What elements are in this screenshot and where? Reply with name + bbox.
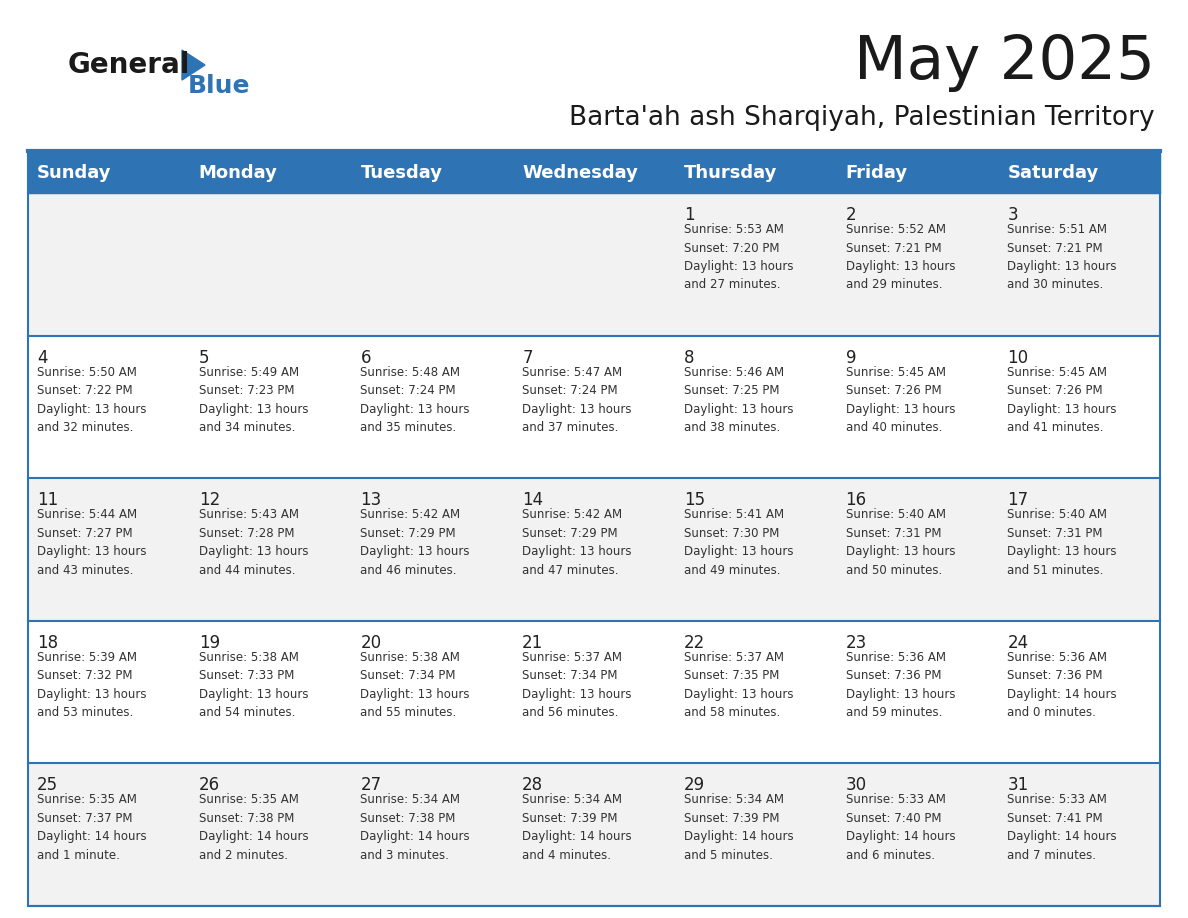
Text: Sunrise: 5:34 AM
Sunset: 7:39 PM
Daylight: 14 hours
and 4 minutes.: Sunrise: 5:34 AM Sunset: 7:39 PM Dayligh… bbox=[523, 793, 632, 862]
Text: Sunrise: 5:35 AM
Sunset: 7:38 PM
Daylight: 14 hours
and 2 minutes.: Sunrise: 5:35 AM Sunset: 7:38 PM Dayligh… bbox=[198, 793, 309, 862]
Text: Sunrise: 5:33 AM
Sunset: 7:40 PM
Daylight: 14 hours
and 6 minutes.: Sunrise: 5:33 AM Sunset: 7:40 PM Dayligh… bbox=[846, 793, 955, 862]
Polygon shape bbox=[182, 50, 206, 80]
Text: Sunrise: 5:45 AM
Sunset: 7:26 PM
Daylight: 13 hours
and 40 minutes.: Sunrise: 5:45 AM Sunset: 7:26 PM Dayligh… bbox=[846, 365, 955, 434]
Bar bbox=[29, 193, 1159, 336]
Text: 28: 28 bbox=[523, 777, 543, 794]
Text: Sunrise: 5:38 AM
Sunset: 7:34 PM
Daylight: 13 hours
and 55 minutes.: Sunrise: 5:38 AM Sunset: 7:34 PM Dayligh… bbox=[360, 651, 470, 720]
Text: Sunrise: 5:37 AM
Sunset: 7:34 PM
Daylight: 13 hours
and 56 minutes.: Sunrise: 5:37 AM Sunset: 7:34 PM Dayligh… bbox=[523, 651, 632, 720]
Text: 2: 2 bbox=[846, 206, 857, 224]
Text: 12: 12 bbox=[198, 491, 220, 509]
Text: 23: 23 bbox=[846, 633, 867, 652]
Text: Sunrise: 5:42 AM
Sunset: 7:29 PM
Daylight: 13 hours
and 47 minutes.: Sunrise: 5:42 AM Sunset: 7:29 PM Dayligh… bbox=[523, 509, 632, 577]
Text: Sunrise: 5:49 AM
Sunset: 7:23 PM
Daylight: 13 hours
and 34 minutes.: Sunrise: 5:49 AM Sunset: 7:23 PM Dayligh… bbox=[198, 365, 308, 434]
Text: Monday: Monday bbox=[198, 164, 278, 182]
Bar bbox=[29, 153, 1159, 193]
Text: Sunrise: 5:38 AM
Sunset: 7:33 PM
Daylight: 13 hours
and 54 minutes.: Sunrise: 5:38 AM Sunset: 7:33 PM Dayligh… bbox=[198, 651, 308, 720]
Text: 17: 17 bbox=[1007, 491, 1029, 509]
Text: 13: 13 bbox=[360, 491, 381, 509]
Text: 7: 7 bbox=[523, 349, 532, 366]
Text: 25: 25 bbox=[37, 777, 58, 794]
Text: 29: 29 bbox=[684, 777, 704, 794]
Text: 5: 5 bbox=[198, 349, 209, 366]
Bar bbox=[29, 478, 1159, 621]
Text: General: General bbox=[68, 51, 190, 79]
Text: Sunrise: 5:36 AM
Sunset: 7:36 PM
Daylight: 13 hours
and 59 minutes.: Sunrise: 5:36 AM Sunset: 7:36 PM Dayligh… bbox=[846, 651, 955, 720]
Text: 22: 22 bbox=[684, 633, 706, 652]
Text: 15: 15 bbox=[684, 491, 704, 509]
Text: Sunrise: 5:44 AM
Sunset: 7:27 PM
Daylight: 13 hours
and 43 minutes.: Sunrise: 5:44 AM Sunset: 7:27 PM Dayligh… bbox=[37, 509, 146, 577]
Text: Sunrise: 5:34 AM
Sunset: 7:38 PM
Daylight: 14 hours
and 3 minutes.: Sunrise: 5:34 AM Sunset: 7:38 PM Dayligh… bbox=[360, 793, 470, 862]
Text: Sunrise: 5:41 AM
Sunset: 7:30 PM
Daylight: 13 hours
and 49 minutes.: Sunrise: 5:41 AM Sunset: 7:30 PM Dayligh… bbox=[684, 509, 794, 577]
Text: 27: 27 bbox=[360, 777, 381, 794]
Text: 24: 24 bbox=[1007, 633, 1029, 652]
Text: Wednesday: Wednesday bbox=[523, 164, 638, 182]
Text: 6: 6 bbox=[360, 349, 371, 366]
Text: Sunrise: 5:45 AM
Sunset: 7:26 PM
Daylight: 13 hours
and 41 minutes.: Sunrise: 5:45 AM Sunset: 7:26 PM Dayligh… bbox=[1007, 365, 1117, 434]
Bar bbox=[29, 153, 1159, 906]
Bar bbox=[29, 764, 1159, 906]
Text: Sunday: Sunday bbox=[37, 164, 112, 182]
Text: 16: 16 bbox=[846, 491, 867, 509]
Text: Tuesday: Tuesday bbox=[360, 164, 442, 182]
Text: 18: 18 bbox=[37, 633, 58, 652]
Text: 31: 31 bbox=[1007, 777, 1029, 794]
Text: May 2025: May 2025 bbox=[854, 33, 1155, 93]
Text: Sunrise: 5:36 AM
Sunset: 7:36 PM
Daylight: 14 hours
and 0 minutes.: Sunrise: 5:36 AM Sunset: 7:36 PM Dayligh… bbox=[1007, 651, 1117, 720]
Text: Sunrise: 5:51 AM
Sunset: 7:21 PM
Daylight: 13 hours
and 30 minutes.: Sunrise: 5:51 AM Sunset: 7:21 PM Dayligh… bbox=[1007, 223, 1117, 292]
Text: Thursday: Thursday bbox=[684, 164, 777, 182]
Text: Saturday: Saturday bbox=[1007, 164, 1099, 182]
Text: 19: 19 bbox=[198, 633, 220, 652]
Text: 30: 30 bbox=[846, 777, 867, 794]
Text: 4: 4 bbox=[37, 349, 48, 366]
Text: Sunrise: 5:53 AM
Sunset: 7:20 PM
Daylight: 13 hours
and 27 minutes.: Sunrise: 5:53 AM Sunset: 7:20 PM Dayligh… bbox=[684, 223, 794, 292]
Text: Sunrise: 5:39 AM
Sunset: 7:32 PM
Daylight: 13 hours
and 53 minutes.: Sunrise: 5:39 AM Sunset: 7:32 PM Dayligh… bbox=[37, 651, 146, 720]
Text: 8: 8 bbox=[684, 349, 694, 366]
Text: 14: 14 bbox=[523, 491, 543, 509]
Text: 3: 3 bbox=[1007, 206, 1018, 224]
Text: Friday: Friday bbox=[846, 164, 908, 182]
Text: 26: 26 bbox=[198, 777, 220, 794]
Text: Sunrise: 5:40 AM
Sunset: 7:31 PM
Daylight: 13 hours
and 50 minutes.: Sunrise: 5:40 AM Sunset: 7:31 PM Dayligh… bbox=[846, 509, 955, 577]
Text: Sunrise: 5:37 AM
Sunset: 7:35 PM
Daylight: 13 hours
and 58 minutes.: Sunrise: 5:37 AM Sunset: 7:35 PM Dayligh… bbox=[684, 651, 794, 720]
Text: Sunrise: 5:34 AM
Sunset: 7:39 PM
Daylight: 14 hours
and 5 minutes.: Sunrise: 5:34 AM Sunset: 7:39 PM Dayligh… bbox=[684, 793, 794, 862]
Text: Sunrise: 5:40 AM
Sunset: 7:31 PM
Daylight: 13 hours
and 51 minutes.: Sunrise: 5:40 AM Sunset: 7:31 PM Dayligh… bbox=[1007, 509, 1117, 577]
Text: Sunrise: 5:46 AM
Sunset: 7:25 PM
Daylight: 13 hours
and 38 minutes.: Sunrise: 5:46 AM Sunset: 7:25 PM Dayligh… bbox=[684, 365, 794, 434]
Text: 20: 20 bbox=[360, 633, 381, 652]
Text: 21: 21 bbox=[523, 633, 543, 652]
Text: Barta'ah ash Sharqiyah, Palestinian Territory: Barta'ah ash Sharqiyah, Palestinian Terr… bbox=[569, 105, 1155, 131]
Bar bbox=[29, 621, 1159, 764]
Text: Sunrise: 5:48 AM
Sunset: 7:24 PM
Daylight: 13 hours
and 35 minutes.: Sunrise: 5:48 AM Sunset: 7:24 PM Dayligh… bbox=[360, 365, 470, 434]
Text: Sunrise: 5:43 AM
Sunset: 7:28 PM
Daylight: 13 hours
and 44 minutes.: Sunrise: 5:43 AM Sunset: 7:28 PM Dayligh… bbox=[198, 509, 308, 577]
Text: Sunrise: 5:52 AM
Sunset: 7:21 PM
Daylight: 13 hours
and 29 minutes.: Sunrise: 5:52 AM Sunset: 7:21 PM Dayligh… bbox=[846, 223, 955, 292]
Text: 9: 9 bbox=[846, 349, 857, 366]
Text: Sunrise: 5:50 AM
Sunset: 7:22 PM
Daylight: 13 hours
and 32 minutes.: Sunrise: 5:50 AM Sunset: 7:22 PM Dayligh… bbox=[37, 365, 146, 434]
Text: Sunrise: 5:33 AM
Sunset: 7:41 PM
Daylight: 14 hours
and 7 minutes.: Sunrise: 5:33 AM Sunset: 7:41 PM Dayligh… bbox=[1007, 793, 1117, 862]
Text: Sunrise: 5:47 AM
Sunset: 7:24 PM
Daylight: 13 hours
and 37 minutes.: Sunrise: 5:47 AM Sunset: 7:24 PM Dayligh… bbox=[523, 365, 632, 434]
Text: 1: 1 bbox=[684, 206, 695, 224]
Text: Blue: Blue bbox=[188, 74, 251, 98]
Text: Sunrise: 5:42 AM
Sunset: 7:29 PM
Daylight: 13 hours
and 46 minutes.: Sunrise: 5:42 AM Sunset: 7:29 PM Dayligh… bbox=[360, 509, 470, 577]
Text: 11: 11 bbox=[37, 491, 58, 509]
Text: 10: 10 bbox=[1007, 349, 1029, 366]
Bar bbox=[29, 336, 1159, 478]
Text: Sunrise: 5:35 AM
Sunset: 7:37 PM
Daylight: 14 hours
and 1 minute.: Sunrise: 5:35 AM Sunset: 7:37 PM Dayligh… bbox=[37, 793, 146, 862]
